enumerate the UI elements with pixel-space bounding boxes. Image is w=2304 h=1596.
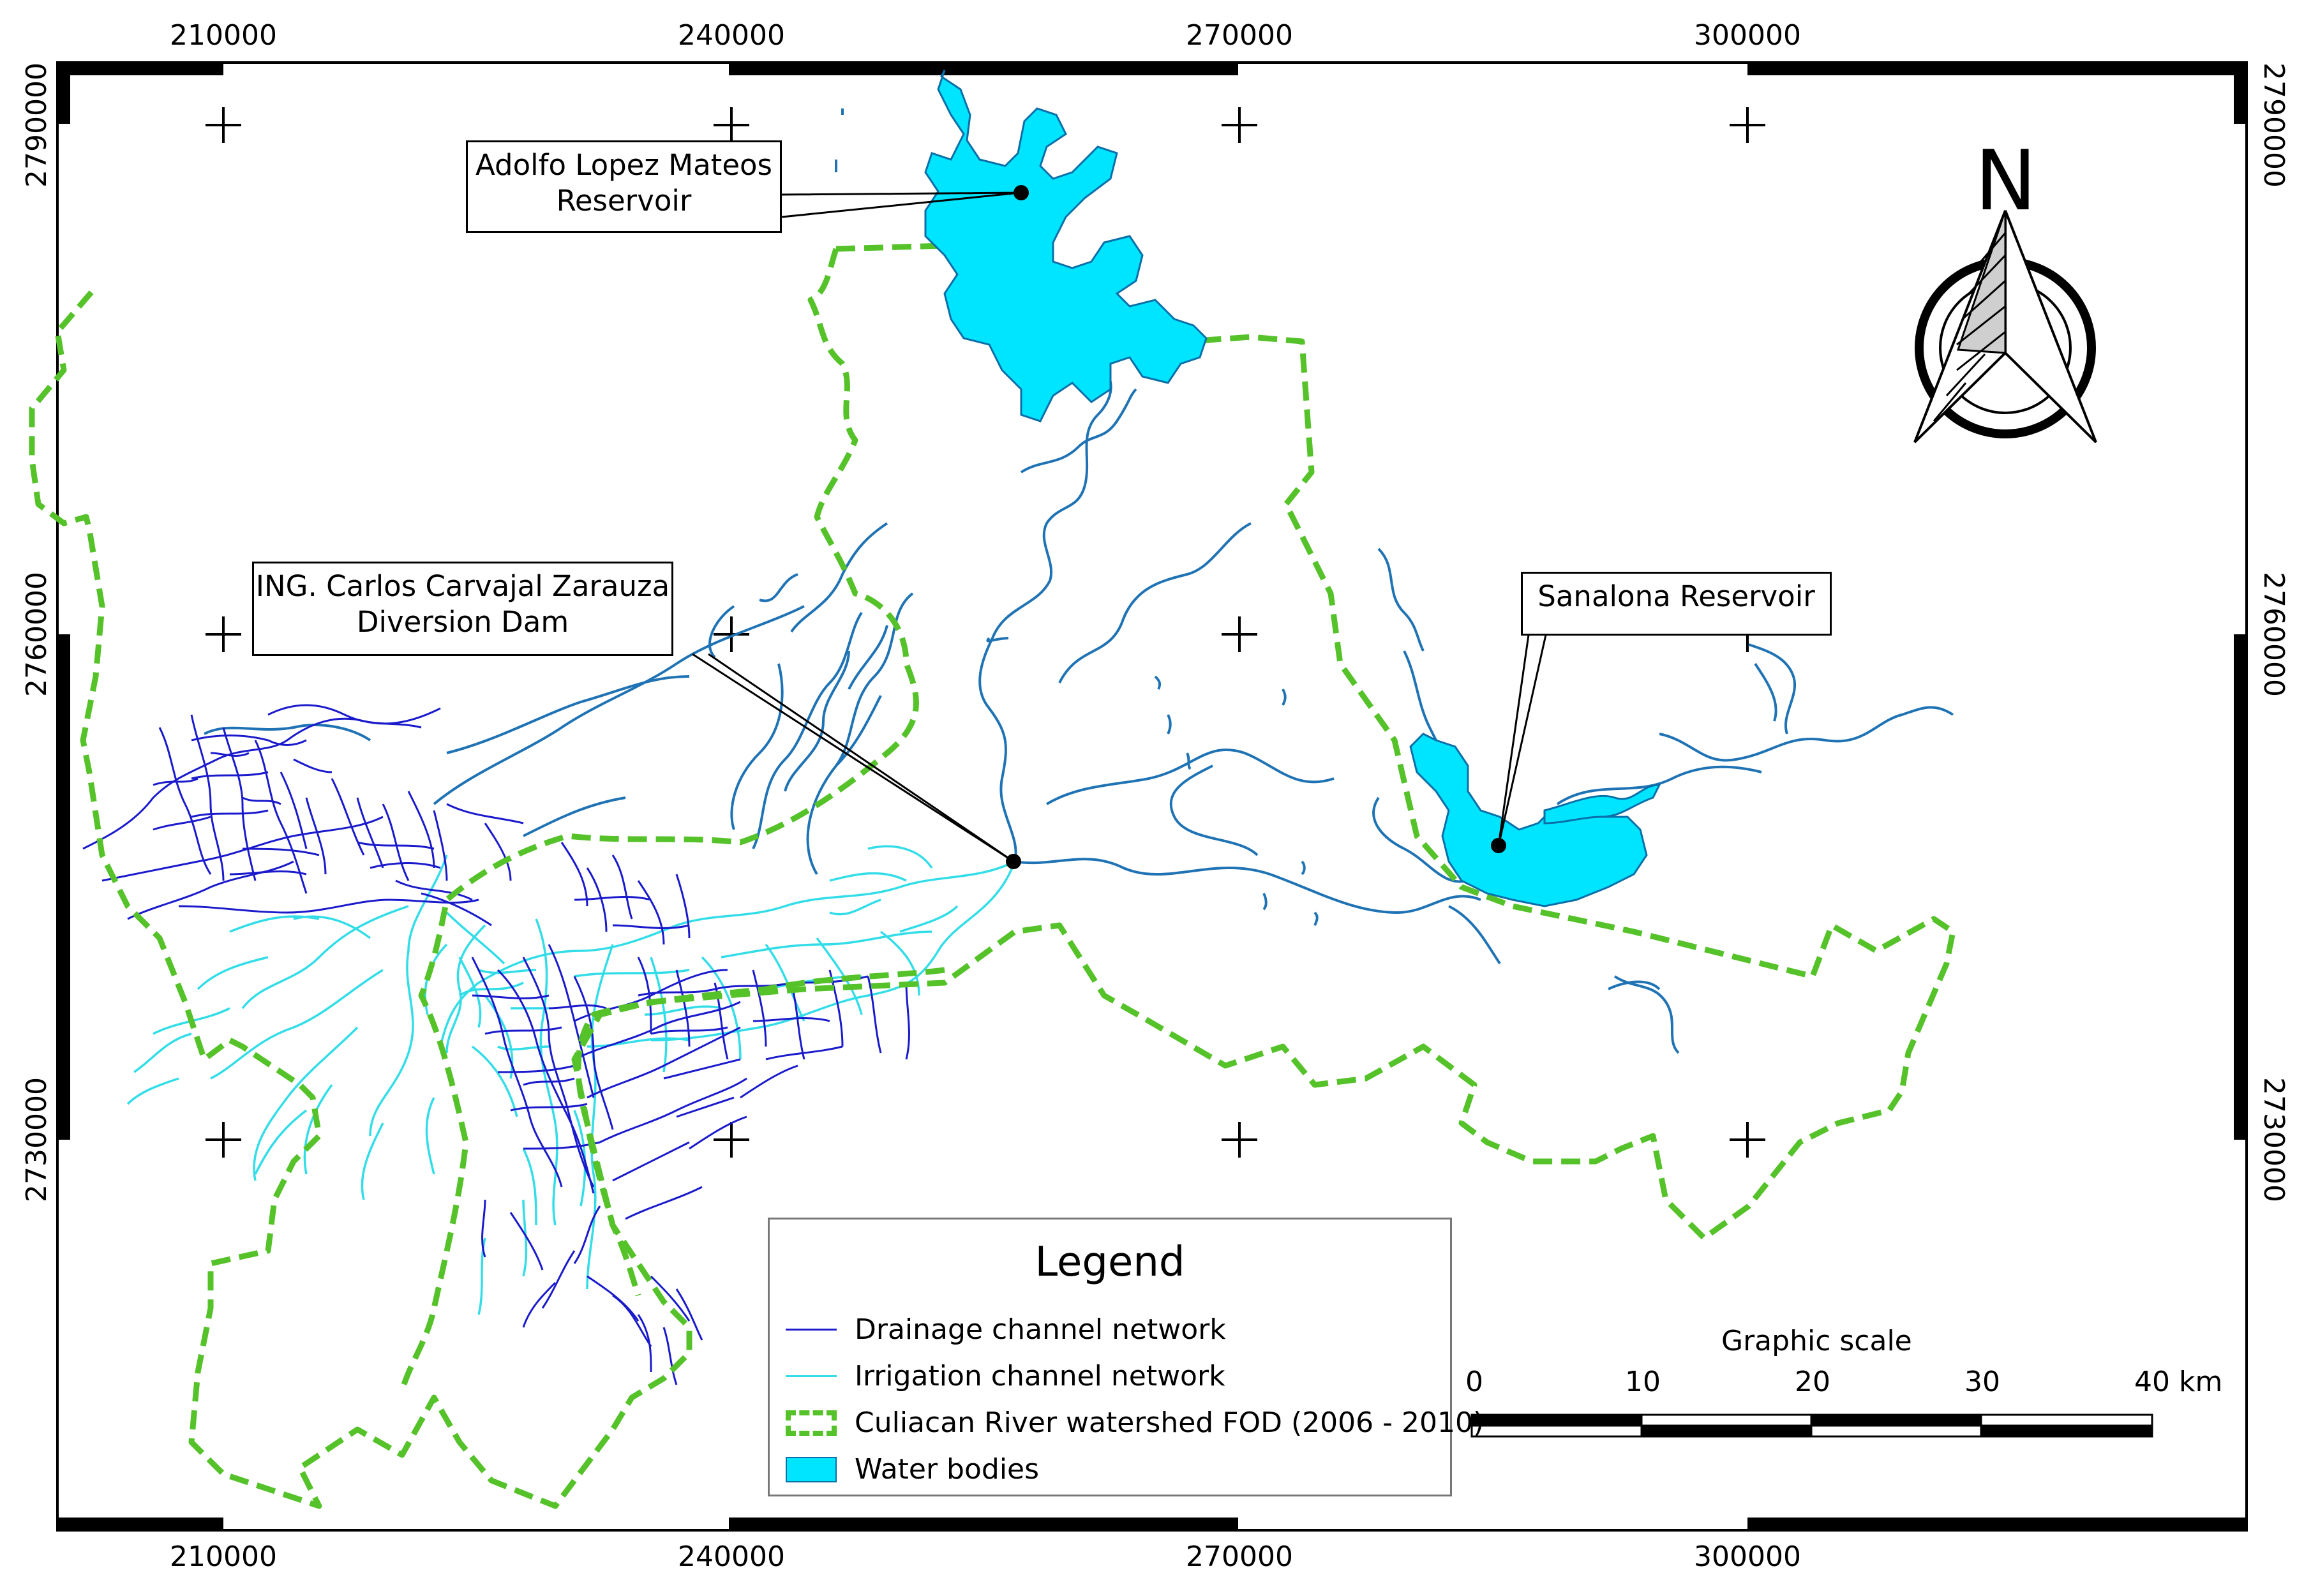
- easting-label-top: 240000: [678, 19, 785, 52]
- northing-label-left: 2730000: [20, 1077, 53, 1202]
- northing-label-left: 2790000: [20, 63, 53, 188]
- carvajal-dam-point: [1006, 854, 1021, 869]
- callout-sanalona-reservoir: Sanalona Reservoir: [1521, 572, 1832, 636]
- north-arrow-icon: [1913, 210, 2097, 444]
- scale-tick-30: 30: [1964, 1366, 2000, 1398]
- scale-title: Graphic scale: [1721, 1325, 1912, 1357]
- callout-adolfo-lopez-mateos: Adolfo Lopez Mateos Reservoir: [466, 140, 782, 233]
- drainage-line-icon: [786, 1329, 837, 1331]
- scale-tick-10: 10: [1625, 1366, 1661, 1398]
- easting-label-top: 270000: [1186, 19, 1293, 52]
- callout-adolfo-line2: Reservoir: [556, 184, 692, 218]
- legend-item-water: Water bodies: [770, 1452, 1450, 1488]
- northing-label-right: 2760000: [2257, 572, 2290, 697]
- northing-label-left: 2760000: [20, 572, 53, 697]
- fod-watershed-outline: [29, 242, 1956, 1509]
- easting-label-bottom: 300000: [1694, 1540, 1801, 1573]
- legend-item-irrigation: Irrigation channel network: [770, 1359, 1450, 1394]
- callout-adolfo-line1: Adolfo Lopez Mateos: [475, 148, 772, 182]
- fod-watershed-inner: [575, 967, 945, 1297]
- north-letter: N: [1975, 132, 2037, 229]
- leader-lines: [692, 191, 1547, 863]
- adolfo-lopez-mateos-reservoir: [924, 70, 1208, 422]
- legend-label-drainage: Drainage channel network: [855, 1313, 1226, 1346]
- scale-tick-20: 20: [1795, 1366, 1830, 1398]
- fod-watershed-upper: [399, 248, 919, 1392]
- easting-label-bottom: 240000: [678, 1540, 785, 1573]
- northing-label-right: 2790000: [2257, 63, 2290, 188]
- legend-item-fod: Culiacan River watershed FOD (2006 - 201…: [770, 1405, 1484, 1441]
- easting-label-top: 300000: [1694, 19, 1801, 52]
- adolfo-point: [1014, 185, 1029, 200]
- sanalona-reservoir: [1409, 733, 1648, 907]
- drainage-network: [82, 704, 910, 1385]
- easting-label-bottom: 270000: [1186, 1540, 1293, 1573]
- easting-label-bottom: 210000: [170, 1540, 277, 1573]
- scale-tick-0: 0: [1465, 1366, 1483, 1398]
- irrigation-line-icon: [786, 1375, 837, 1377]
- water-fill-icon: [786, 1457, 837, 1482]
- scale-bar: [1470, 1413, 2153, 1438]
- callout-carvajal-line2: Diversion Dam: [356, 605, 569, 639]
- legend-label-water: Water bodies: [855, 1453, 1040, 1486]
- callout-carvajal-line1: ING. Carlos Carvajal Zarauza: [255, 569, 670, 603]
- northing-label-right: 2730000: [2257, 1077, 2290, 1202]
- legend-item-drainage: Drainage channel network: [770, 1312, 1450, 1348]
- legend-label-fod: Culiacan River watershed FOD (2006 - 201…: [855, 1406, 1485, 1439]
- scale-tick-40-km: 40 km: [2134, 1366, 2223, 1398]
- legend: Legend Drainage channel network Irrigati…: [768, 1218, 1484, 1496]
- dashed-outline-icon: [786, 1410, 837, 1436]
- legend-label-irrigation: Irrigation channel network: [855, 1360, 1225, 1392]
- frame-ticks: [57, 63, 2247, 1530]
- sanalona-point: [1491, 838, 1506, 853]
- callout-carvajal-diversion-dam: ING. Carlos Carvajal Zarauza Diversion D…: [252, 562, 673, 656]
- easting-label-top: 210000: [170, 19, 277, 52]
- callout-sanalona-line1: Sanalona Reservoir: [1537, 579, 1815, 613]
- sanalona-arm: [1543, 784, 1661, 824]
- legend-title: Legend: [1035, 1239, 1185, 1286]
